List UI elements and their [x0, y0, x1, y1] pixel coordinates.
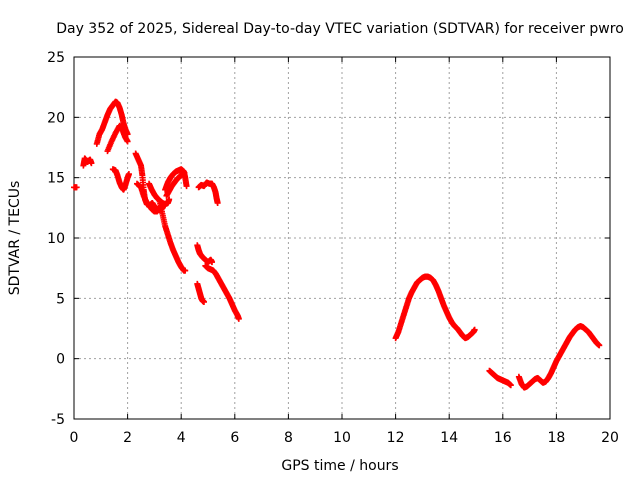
- x-tick-label: 6: [230, 430, 239, 446]
- x-tick-label: 0: [70, 430, 79, 446]
- data-point-marker: [183, 183, 190, 190]
- y-tick-label: 20: [47, 110, 65, 126]
- grid: [74, 57, 610, 419]
- chart-title: Day 352 of 2025, Sidereal Day-to-day VTE…: [56, 21, 624, 37]
- y-axis-title: SDTVAR / TECUs: [7, 181, 23, 296]
- y-tick-labels: -5 0 5 10 15 20 25: [47, 50, 65, 428]
- data-points: [71, 98, 603, 391]
- x-axis-title: GPS time / hours: [281, 458, 398, 474]
- x-tick-label: 10: [333, 430, 351, 446]
- data-point-marker: [209, 259, 216, 266]
- y-tick-label: -5: [51, 412, 65, 428]
- axis-ticks: [73, 56, 611, 420]
- x-tick-labels: 0 2 4 6 8 10 12 14 16 18 20: [70, 430, 619, 446]
- data-point-marker: [471, 326, 478, 333]
- data-point-marker: [214, 200, 221, 207]
- y-tick-label: 25: [47, 50, 65, 66]
- data-point-marker: [235, 315, 242, 322]
- x-tick-label: 4: [177, 430, 186, 446]
- x-tick-label: 14: [440, 430, 458, 446]
- x-tick-label: 12: [387, 430, 405, 446]
- data-point-marker: [507, 382, 514, 389]
- data-point-marker: [200, 298, 207, 305]
- data-point-marker: [182, 267, 189, 274]
- data-point-marker: [124, 138, 131, 145]
- y-tick-label: 10: [47, 231, 65, 247]
- y-tick-label: 0: [56, 352, 65, 368]
- y-tick-label: 15: [47, 171, 65, 187]
- data-point-marker: [181, 169, 188, 176]
- y-tick-label: 5: [56, 291, 65, 307]
- x-tick-label: 16: [494, 430, 512, 446]
- x-tick-label: 8: [284, 430, 293, 446]
- data-point-marker: [125, 171, 132, 178]
- data-point-marker: [73, 184, 80, 191]
- x-tick-label: 18: [547, 430, 565, 446]
- data-point-marker: [88, 160, 95, 167]
- x-tick-label: 20: [601, 430, 619, 446]
- data-point-marker: [166, 196, 173, 203]
- x-tick-label: 2: [123, 430, 132, 446]
- data-point-marker: [596, 342, 603, 349]
